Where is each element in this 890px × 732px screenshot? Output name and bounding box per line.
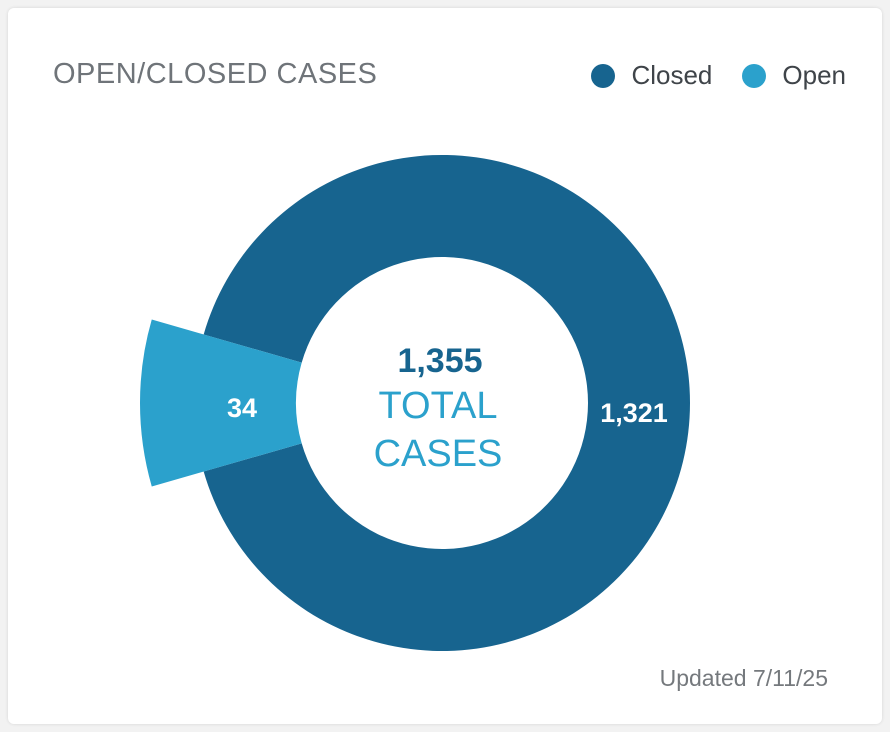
center-label-line-1: TOTAL xyxy=(379,385,498,427)
legend-label-closed: Closed xyxy=(631,60,713,90)
donut-slices xyxy=(139,155,691,652)
updated-timestamp: Updated 7/11/25 xyxy=(659,665,828,691)
center-label-line-2: CASES xyxy=(374,433,503,475)
center-total-value: 1,355 xyxy=(397,342,482,380)
legend-item-closed[interactable]: Closed xyxy=(591,60,712,91)
legend-label-open: Open xyxy=(782,60,846,90)
legend-swatch-closed xyxy=(591,63,616,88)
slice-open[interactable] xyxy=(139,319,302,487)
legend-swatch-open xyxy=(742,63,767,88)
chart-title: OPEN/CLOSED CASES xyxy=(53,58,378,90)
slice-label-open: 34 xyxy=(227,393,257,423)
chart-legend: Closed Open xyxy=(561,60,846,91)
legend-item-open[interactable]: Open xyxy=(742,60,846,91)
slice-label-closed: 1,321 xyxy=(600,398,668,428)
slice-closed[interactable] xyxy=(203,155,691,652)
